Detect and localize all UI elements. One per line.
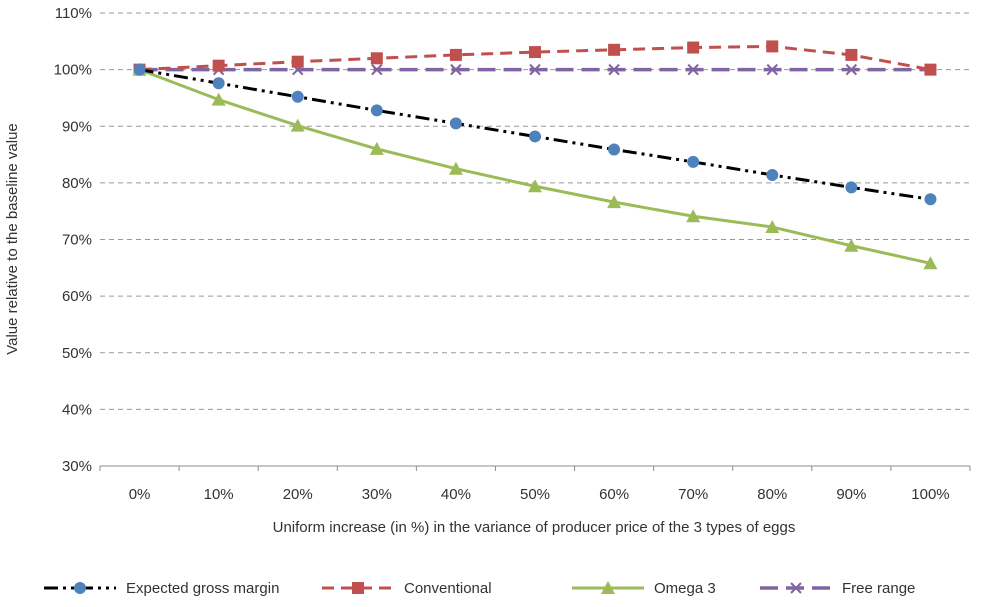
legend-label: Free range <box>842 580 915 597</box>
data-point <box>687 42 699 54</box>
gridlines <box>100 13 970 466</box>
data-point <box>213 77 225 89</box>
data-point <box>766 40 778 52</box>
legend-item: Free range <box>760 580 915 597</box>
data-point <box>608 44 620 56</box>
axes: 30% 40% 50% 60% 70% 80% 90% 100% 110% 0% 10% 20% 30%… <box>54 5 970 503</box>
y-tick-label: 110% <box>55 5 92 22</box>
data-point <box>371 104 383 116</box>
data-point <box>766 169 778 181</box>
series-lines <box>133 40 938 269</box>
legend: Expected gross margin Conventional Omega 3… <box>44 580 915 597</box>
data-point <box>292 56 304 68</box>
y-tick-label: 80% <box>62 175 92 192</box>
y-tick-label: 30% <box>62 458 92 475</box>
x-tick-label: 100% <box>911 486 949 503</box>
y-tick-label: 70% <box>62 232 92 249</box>
x-tick-label: 40% <box>441 486 471 503</box>
legend-label: Conventional <box>404 580 492 597</box>
data-point <box>845 181 857 193</box>
data-point <box>450 49 462 61</box>
data-point <box>687 156 699 168</box>
y-tick-label: 50% <box>62 345 92 362</box>
y-axis-title: Value relative to the baseline value <box>4 123 21 355</box>
data-point <box>352 582 364 594</box>
data-point <box>608 143 620 155</box>
data-point <box>924 193 936 205</box>
x-tick-label: 10% <box>204 486 234 503</box>
data-point <box>74 582 86 594</box>
x-tick-label: 50% <box>520 486 550 503</box>
legend-item: Omega 3 <box>572 580 716 597</box>
data-point <box>134 64 146 76</box>
series-line <box>140 70 931 264</box>
x-tick-label: 20% <box>283 486 313 503</box>
legend-label: Omega 3 <box>654 580 716 597</box>
data-point <box>450 117 462 129</box>
legend-item: Expected gross margin <box>44 580 279 597</box>
data-point <box>529 130 541 142</box>
y-tick-label: 90% <box>62 118 92 135</box>
legend-label: Expected gross margin <box>126 580 279 597</box>
series-omega-3 <box>133 63 938 270</box>
data-point <box>845 49 857 61</box>
x-tick-label: 60% <box>599 486 629 503</box>
data-point <box>213 60 225 72</box>
data-point <box>371 52 383 64</box>
x-tick-label: 90% <box>836 486 866 503</box>
x-tick-label: 0% <box>129 486 151 503</box>
y-tick-label: 60% <box>62 288 92 305</box>
data-point <box>924 64 936 76</box>
x-tick-label: 80% <box>757 486 787 503</box>
data-point <box>529 46 541 58</box>
x-tick-label: 30% <box>362 486 392 503</box>
legend-item: Conventional <box>322 580 492 597</box>
x-tick-label: 70% <box>678 486 708 503</box>
y-tick-label: 100% <box>54 62 92 79</box>
y-tick-label: 40% <box>62 401 92 418</box>
x-axis-title: Uniform increase (in %) in the variance … <box>273 519 796 536</box>
data-point <box>292 91 304 103</box>
